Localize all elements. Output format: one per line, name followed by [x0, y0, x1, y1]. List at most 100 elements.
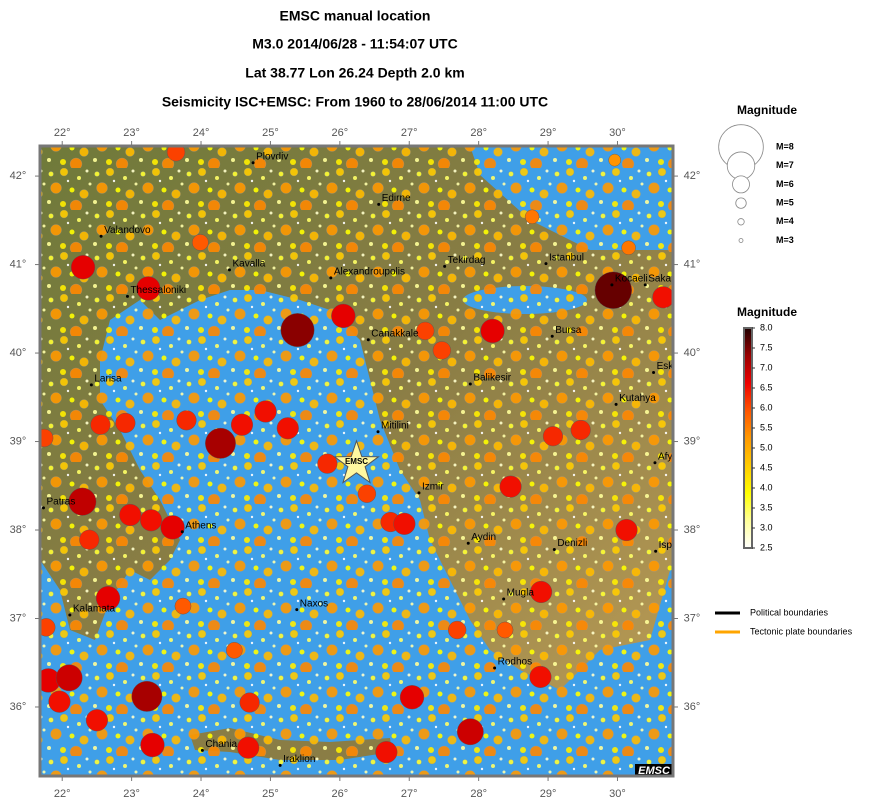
lon-tick-label: 23°: [123, 788, 140, 800]
colorbar-step: [745, 538, 751, 541]
colorbar-step: [745, 480, 751, 483]
city-dot: [466, 541, 470, 545]
city-label: Denizli: [557, 538, 587, 549]
colorbar-step: [745, 446, 751, 449]
city-label: Alexandroupolis: [334, 266, 405, 277]
colorbar-step: [745, 522, 751, 525]
lat-tick-label: 40°: [10, 347, 27, 359]
city-dot: [502, 597, 506, 601]
event: [40, 618, 56, 637]
event: [239, 692, 260, 713]
event: [499, 475, 522, 498]
boundary-label: Political boundaries: [750, 607, 829, 617]
event: [496, 621, 514, 639]
colorbar-step: [745, 544, 751, 547]
event: [205, 427, 236, 459]
colorbar-step: [745, 342, 751, 345]
lon-tick-label: 25°: [262, 127, 279, 139]
lon-tick-label: 29°: [540, 127, 557, 139]
size-legend-circle: [732, 175, 750, 194]
colorbar-step: [745, 542, 751, 545]
boundary-legend: Political boundaries Tectonic plate bound…: [715, 607, 853, 636]
city-dot: [544, 262, 548, 266]
event: [192, 234, 209, 251]
city-label: Balikesir: [473, 373, 511, 384]
event: [131, 680, 163, 712]
epicenter-star: [333, 439, 380, 484]
size-legend-circle: [735, 197, 747, 209]
colorbar-step: [745, 352, 751, 355]
events: [40, 146, 673, 764]
colorbar-step: [745, 440, 751, 443]
colorbar-label: 4.0: [760, 482, 773, 492]
header-line: Seismicity ISC+EMSC: From 1960 to 28/06/…: [162, 94, 548, 110]
colorbar-label: 5.0: [760, 442, 773, 452]
colorbar-step: [745, 388, 751, 391]
colorbar-step: [745, 520, 751, 523]
city-dot: [68, 613, 72, 617]
event: [40, 428, 54, 448]
badge: EMSC: [638, 765, 671, 777]
event: [226, 642, 243, 659]
city-dot: [200, 748, 204, 752]
colorbar-step: [745, 346, 751, 349]
event: [542, 426, 563, 447]
colorbar-step: [745, 464, 751, 467]
event: [140, 509, 163, 532]
legend-title: Magnitude: [737, 305, 797, 319]
colorbar-step: [745, 460, 751, 463]
colorbar-step: [745, 506, 751, 509]
event: [393, 512, 416, 535]
colorbar-step: [745, 402, 751, 405]
size-legend-circle: [738, 238, 744, 243]
badge-box: [635, 764, 673, 776]
city-label: Afy: [658, 451, 672, 462]
size-legend-circle: [726, 151, 756, 180]
city-dot: [643, 283, 647, 287]
colorbar-step: [745, 334, 751, 337]
city-dot: [329, 276, 333, 280]
lon-tick-label: 24°: [193, 127, 210, 139]
colorbar-step: [745, 448, 751, 451]
colorbar-step: [745, 406, 751, 409]
event: [79, 529, 100, 550]
event: [90, 414, 111, 435]
lon-tick-label: 26°: [332, 788, 349, 800]
city-label: Kalamata: [73, 604, 116, 615]
colorbar-step: [745, 484, 751, 487]
event: [68, 487, 97, 516]
colorbar-label: 2.5: [760, 542, 773, 552]
colorbar-step: [745, 524, 751, 527]
colorbar-step: [745, 454, 751, 457]
city-label: Aydin: [471, 532, 496, 543]
lon-tick-label: 26°: [332, 127, 349, 139]
colorbar-step: [745, 514, 751, 517]
colorbar-step: [745, 366, 751, 369]
city-dot: [278, 763, 282, 767]
lon-tick-label: 29°: [540, 788, 557, 800]
map-ticks: 22° 22° 23° 23° 24° 24° 25° 25° 26° 26° 27° 27° 28° 2…: [10, 127, 701, 800]
colorbar-step: [745, 510, 751, 513]
event: [357, 484, 377, 503]
epicenter: EMSC: [333, 439, 380, 484]
colorbar-step: [745, 432, 751, 435]
colorbar-step: [745, 392, 751, 395]
colorbar-step: [745, 382, 751, 385]
colorbar-step: [745, 330, 751, 333]
city-label: Athens: [185, 520, 216, 531]
colorbar-step: [745, 412, 751, 415]
lat-tick-label: 37°: [684, 612, 701, 624]
lon-tick-label: 22°: [54, 127, 71, 139]
colorbar-step: [745, 396, 751, 399]
colorbar-step: [745, 472, 751, 475]
event: [280, 313, 315, 347]
event: [621, 240, 636, 255]
event: [176, 410, 197, 431]
colorbar-step: [745, 486, 751, 489]
colorbar-step: [745, 452, 751, 455]
colorbar-step: [745, 410, 751, 413]
header-line: EMSC manual location: [280, 8, 431, 24]
city-label: Rodhos: [498, 657, 532, 668]
colorbar-step: [745, 532, 751, 535]
